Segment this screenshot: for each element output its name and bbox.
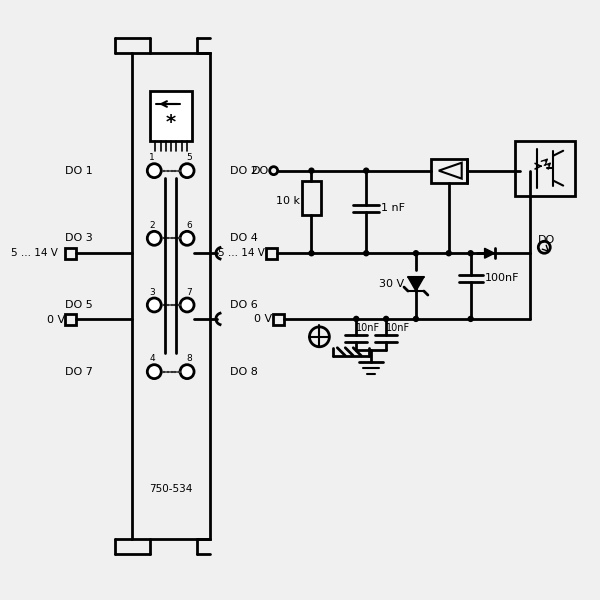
Text: 3: 3 <box>149 287 155 296</box>
Text: 4: 4 <box>149 354 155 363</box>
Text: 5 ... 14 V: 5 ... 14 V <box>11 248 58 258</box>
Bar <box>150 91 192 141</box>
Circle shape <box>413 251 418 256</box>
Bar <box>272 314 284 325</box>
Circle shape <box>269 167 278 175</box>
Circle shape <box>364 251 368 256</box>
Circle shape <box>180 232 194 245</box>
Text: DO 2: DO 2 <box>230 166 258 176</box>
Text: 10nF: 10nF <box>356 323 380 333</box>
Text: 0 V: 0 V <box>254 314 272 324</box>
Bar <box>65 314 76 325</box>
Text: DO 4: DO 4 <box>230 233 258 244</box>
Text: 5 ... 14 V: 5 ... 14 V <box>218 248 265 258</box>
Circle shape <box>468 251 473 256</box>
Text: 2: 2 <box>149 221 155 230</box>
Circle shape <box>180 164 194 178</box>
Circle shape <box>147 298 161 312</box>
Text: DO 3: DO 3 <box>65 233 92 244</box>
Text: DO 5: DO 5 <box>65 300 92 310</box>
Text: DO: DO <box>251 166 269 176</box>
Text: 750-534: 750-534 <box>149 484 193 494</box>
Polygon shape <box>408 277 424 291</box>
Circle shape <box>147 232 161 245</box>
Bar <box>302 181 322 215</box>
Bar <box>65 248 76 259</box>
Text: 1: 1 <box>149 153 155 162</box>
Text: DO 8: DO 8 <box>230 367 258 377</box>
Bar <box>266 248 277 259</box>
Circle shape <box>309 168 314 173</box>
Text: DO: DO <box>538 235 556 245</box>
Circle shape <box>147 365 161 379</box>
Circle shape <box>147 164 161 178</box>
Polygon shape <box>485 248 494 258</box>
Text: 100nF: 100nF <box>485 273 519 283</box>
Circle shape <box>180 298 194 312</box>
Circle shape <box>468 316 473 322</box>
Circle shape <box>446 251 451 256</box>
Circle shape <box>310 327 329 347</box>
Bar <box>515 141 575 196</box>
Text: DO 7: DO 7 <box>65 367 92 377</box>
Text: 1 nF: 1 nF <box>381 203 405 214</box>
Text: 6: 6 <box>186 221 192 230</box>
Text: DO 6: DO 6 <box>230 300 257 310</box>
Circle shape <box>354 316 359 322</box>
Bar <box>431 159 467 182</box>
Text: 5: 5 <box>186 153 192 162</box>
Circle shape <box>180 365 194 379</box>
Circle shape <box>413 316 418 322</box>
Bar <box>133 53 210 539</box>
Circle shape <box>364 168 368 173</box>
Text: DO 1: DO 1 <box>65 166 92 176</box>
Text: 10nF: 10nF <box>386 323 410 333</box>
Text: 7: 7 <box>186 287 192 296</box>
Circle shape <box>383 316 389 322</box>
Text: 8: 8 <box>186 354 192 363</box>
Text: 0 V: 0 V <box>47 315 65 325</box>
Circle shape <box>538 241 550 253</box>
Text: 30 V: 30 V <box>379 279 404 289</box>
Text: 10 k: 10 k <box>275 196 299 206</box>
Circle shape <box>309 251 314 256</box>
Text: *: * <box>166 113 176 133</box>
